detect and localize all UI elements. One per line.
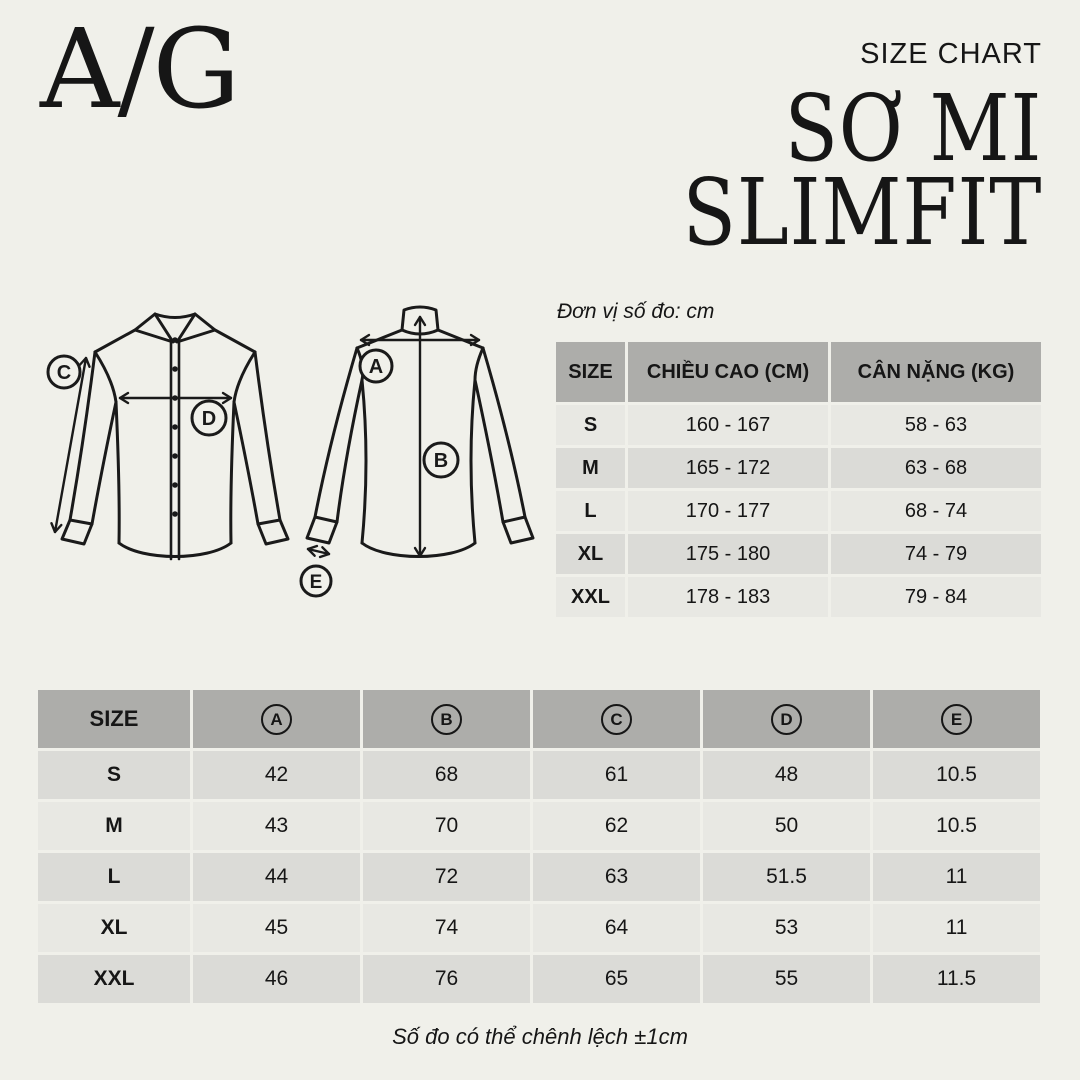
page-title: SƠ MI SLIMFIT xyxy=(682,75,1042,266)
size-cell: M xyxy=(38,802,190,850)
measure-cell: 46 xyxy=(193,955,360,1003)
measure-cell: 45 xyxy=(193,904,360,952)
measure-cell: 76 xyxy=(363,955,530,1003)
front-shirt-label-badges: C D xyxy=(46,354,228,437)
size-cell: S xyxy=(38,751,190,799)
tolerance-note: Số đo có thể chênh lệch ±1cm xyxy=(392,1024,688,1049)
measure-cell: 11.5 xyxy=(873,955,1040,1003)
cuff-width-arrow xyxy=(306,544,331,559)
page-header: SIZE CHART SƠ MI SLIMFIT xyxy=(619,38,1042,266)
height-cell: 160 - 167 xyxy=(628,405,828,445)
back-shirt-label-badges: A B E xyxy=(299,348,460,598)
weight-cell: 63 - 68 xyxy=(831,448,1041,488)
column-header-A: A xyxy=(193,690,360,748)
circled-E-icon: E xyxy=(941,703,972,735)
size-cell: L xyxy=(556,491,625,531)
size-cell: XXL xyxy=(38,955,190,1003)
measure-cell: 65 xyxy=(533,955,700,1003)
height-cell: 170 - 177 xyxy=(628,491,828,531)
column-header-size: SIZE xyxy=(38,690,190,748)
weight-cell: 74 - 79 xyxy=(831,534,1041,574)
height-cell: 178 - 183 xyxy=(628,577,828,617)
column-header-E: E xyxy=(873,690,1040,748)
unit-note: Đơn vị số đo: cm xyxy=(557,300,715,323)
front-shirt-illustration xyxy=(60,312,290,561)
measure-cell: 10.5 xyxy=(873,802,1040,850)
weight-cell: 68 - 74 xyxy=(831,491,1041,531)
measure-cell: 62 xyxy=(533,802,700,850)
measure-cell: 11 xyxy=(873,904,1040,952)
shirt-buttons xyxy=(172,337,178,517)
measure-cell: 43 xyxy=(193,802,360,850)
column-header-D: D xyxy=(703,690,870,748)
measure-cell: 48 xyxy=(703,751,870,799)
circled-B-icon: B xyxy=(431,703,462,735)
brand-logo: A/G xyxy=(40,5,240,133)
measure-cell: 50 xyxy=(703,802,870,850)
circled-C-icon: C xyxy=(601,703,632,735)
label-C: C xyxy=(57,362,71,384)
measure-cell: 68 xyxy=(363,751,530,799)
measure-cell: 72 xyxy=(363,853,530,901)
sleeve-length-arrow xyxy=(50,356,91,534)
size-cell: XL xyxy=(38,904,190,952)
page-title-line2: SLIMFIT xyxy=(682,159,1042,266)
label-A: A xyxy=(369,356,383,378)
size-chart-kicker: SIZE CHART xyxy=(860,38,1042,70)
size-cell: XL xyxy=(556,534,625,574)
measure-cell: 10.5 xyxy=(873,751,1040,799)
column-header-size: SIZE xyxy=(556,342,625,402)
garment-measurement-table: SIZE A B C D E S 42 68 61 48 10.5 M 43 7… xyxy=(38,690,1040,1003)
measure-cell: 53 xyxy=(703,904,870,952)
measure-cell: 55 xyxy=(703,955,870,1003)
measure-cell: 61 xyxy=(533,751,700,799)
measure-cell: 70 xyxy=(363,802,530,850)
measure-cell: 63 xyxy=(533,853,700,901)
weight-cell: 58 - 63 xyxy=(831,405,1041,445)
measure-cell: 42 xyxy=(193,751,360,799)
measure-cell: 74 xyxy=(363,904,530,952)
measure-cell: 44 xyxy=(193,853,360,901)
column-header-height: CHIỀU CAO (CM) xyxy=(628,342,828,402)
size-cell: L xyxy=(38,853,190,901)
height-cell: 175 - 180 xyxy=(628,534,828,574)
label-B: B xyxy=(434,450,448,472)
weight-cell: 79 - 84 xyxy=(831,577,1041,617)
column-header-weight: CÂN NẶNG (KG) xyxy=(831,342,1041,402)
height-cell: 165 - 172 xyxy=(628,448,828,488)
circled-D-icon: D xyxy=(771,703,802,735)
page-title-line1: SƠ MI xyxy=(784,75,1042,182)
label-D: D xyxy=(202,408,216,430)
circled-A-icon: A xyxy=(261,703,292,735)
shirt-measurement-diagram: C D A B E xyxy=(46,305,535,598)
size-cell: S xyxy=(556,405,625,445)
height-weight-table: SIZE CHIỀU CAO (CM) CÂN NẶNG (KG) S 160 … xyxy=(556,342,1041,617)
size-cell: XXL xyxy=(556,577,625,617)
label-E: E xyxy=(310,572,323,593)
size-cell: M xyxy=(556,448,625,488)
measure-cell: 51.5 xyxy=(703,853,870,901)
column-header-C: C xyxy=(533,690,700,748)
measure-cell: 64 xyxy=(533,904,700,952)
column-header-B: B xyxy=(363,690,530,748)
measure-cell: 11 xyxy=(873,853,1040,901)
